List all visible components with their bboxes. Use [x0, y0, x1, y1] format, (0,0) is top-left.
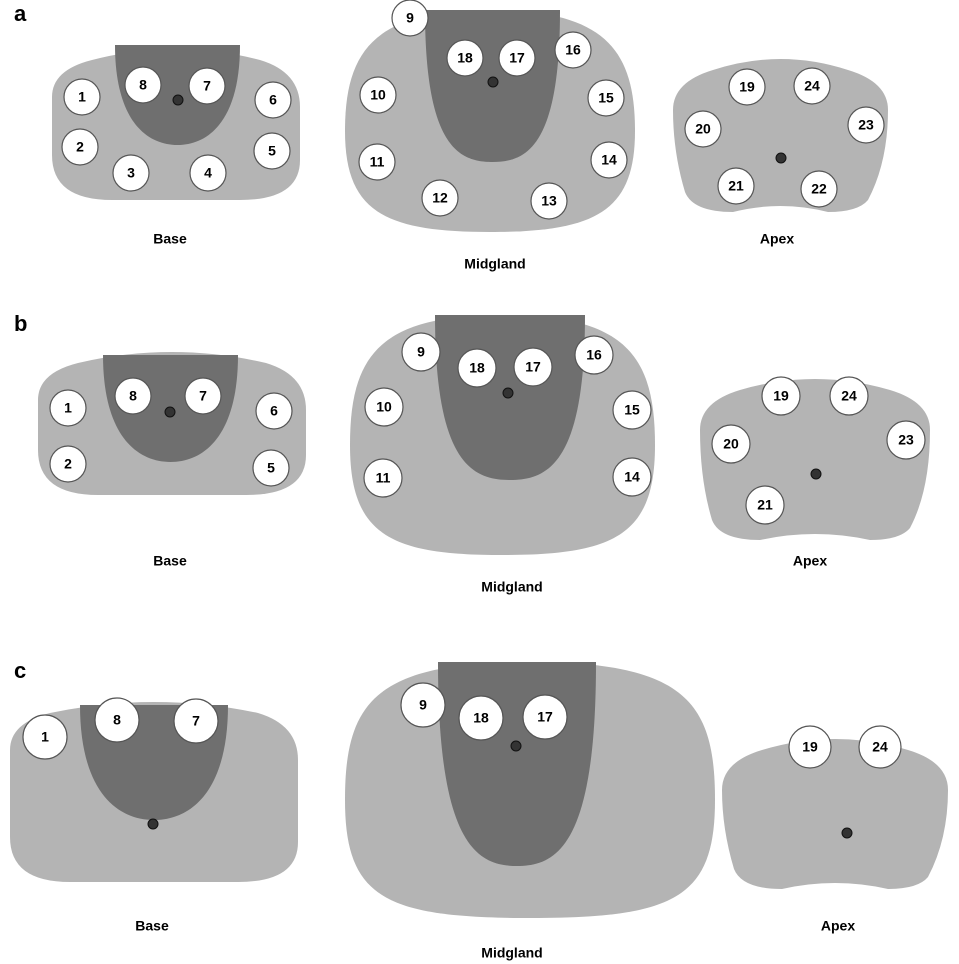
core-label: 17 [525, 359, 541, 375]
urethra-dot [503, 388, 513, 398]
urethra-dot [173, 95, 183, 105]
core-label: 17 [537, 709, 553, 725]
core-label: 9 [417, 344, 425, 360]
core-label: 11 [376, 470, 391, 486]
core-label: 7 [199, 388, 207, 404]
core-label: 17 [509, 50, 525, 66]
core-label: 15 [624, 402, 640, 418]
core-label: 10 [370, 87, 386, 103]
core-label: 20 [723, 436, 739, 452]
core-label: 14 [601, 152, 617, 168]
core-label: 18 [473, 710, 489, 726]
core-label: 23 [858, 117, 874, 133]
core-label: 15 [598, 90, 614, 106]
core-label: 13 [541, 193, 557, 209]
core-label: 16 [586, 347, 602, 363]
section-label: Apex [793, 553, 827, 569]
core-label: 20 [695, 121, 711, 137]
urethra-dot [811, 469, 821, 479]
panel-label: b [14, 311, 27, 336]
core-label: 6 [270, 403, 278, 419]
urethra-dot [842, 828, 852, 838]
core-label: 8 [129, 388, 137, 404]
core-label: 22 [811, 181, 827, 197]
core-label: 11 [370, 154, 385, 170]
core-label: 24 [872, 739, 888, 755]
figure: a18762534Base9181716101511141213Midgland… [0, 0, 959, 964]
core-label: 9 [406, 10, 414, 26]
core-label: 10 [376, 399, 392, 415]
section-label: Midgland [481, 945, 542, 961]
section-label: Base [153, 231, 187, 247]
core-label: 1 [41, 729, 49, 745]
core-label: 1 [64, 400, 72, 416]
urethra-dot [488, 77, 498, 87]
prostate-section: 19 24 20 23 21 22 Apex [673, 59, 888, 247]
core-label: 7 [203, 78, 211, 94]
core-label: 2 [76, 139, 84, 155]
core-label: 2 [64, 456, 72, 472]
core-label: 12 [432, 190, 448, 206]
core-label: 14 [624, 469, 640, 485]
urethra-dot [776, 153, 786, 163]
core-label: 5 [268, 143, 276, 159]
core-label: 6 [269, 92, 277, 108]
prostate-section: 19 24 Apex [722, 726, 948, 934]
core-label: 4 [204, 165, 212, 181]
section-label: Base [135, 918, 169, 934]
core-label: 9 [419, 697, 427, 713]
panel: b187625Base918171610151114Midgland192420… [14, 311, 930, 595]
prostate-section: 9 18 17 16 10 15 11 14 Midgland [350, 315, 655, 595]
core-label: 19 [802, 739, 818, 755]
urethra-dot [165, 407, 175, 417]
core-label: 8 [113, 712, 121, 728]
core-label: 1 [78, 89, 86, 105]
section-label: Midgland [481, 579, 542, 595]
prostate-section: 9 18 17 16 10 15 11 14 12 13 Midgland [345, 0, 635, 272]
urethra-dot [148, 819, 158, 829]
prostate-section: 1 8 7 Base [10, 698, 298, 934]
section-label: Base [153, 553, 187, 569]
section-label: Apex [821, 918, 855, 934]
panel-label: a [14, 1, 27, 26]
core-label: 23 [898, 432, 914, 448]
core-label: 19 [773, 388, 789, 404]
core-label: 5 [267, 460, 275, 476]
core-label: 7 [192, 713, 200, 729]
prostate-section: 1 8 7 6 2 5 3 4 Base [52, 45, 300, 247]
core-label: 19 [739, 79, 755, 95]
gland-outline [722, 739, 948, 889]
core-label: 18 [457, 50, 473, 66]
prostate-section: 1 8 7 6 2 5 Base [38, 352, 306, 569]
prostate-section: 9 18 17 Midgland [345, 662, 715, 961]
prostate-section: 19 24 20 23 21 Apex [700, 377, 930, 569]
core-label: 3 [127, 165, 135, 181]
core-label: 24 [841, 388, 857, 404]
core-label: 18 [469, 360, 485, 376]
core-label: 21 [728, 178, 744, 194]
section-label: Apex [760, 231, 794, 247]
panel-label: c [14, 658, 26, 683]
core-label: 24 [804, 78, 820, 94]
core-label: 16 [565, 42, 581, 58]
urethra-dot [511, 741, 521, 751]
core-label: 8 [139, 77, 147, 93]
core-label: 21 [757, 497, 773, 513]
section-label: Midgland [464, 256, 525, 272]
